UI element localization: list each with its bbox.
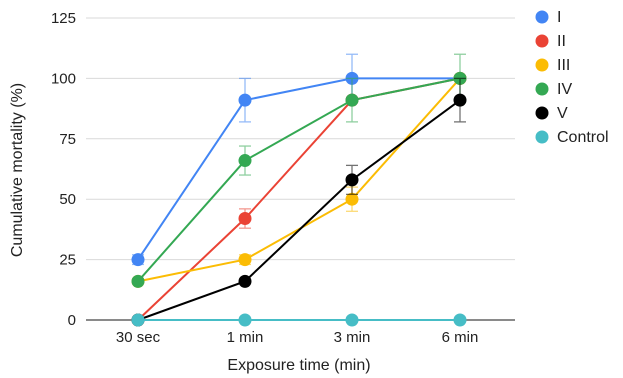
legend-swatch [535, 34, 549, 48]
legend-entry-control: Control [535, 129, 609, 146]
gridlines [86, 17, 515, 261]
data-point [131, 274, 145, 288]
legend-entry-iv: IV [535, 81, 572, 98]
data-point [238, 313, 252, 327]
series-iii [131, 71, 467, 288]
series-v [131, 77, 467, 327]
x-axis-title: Exposure time (min) [227, 357, 370, 374]
y-tick-label: 100 [51, 70, 76, 87]
legend-swatch [535, 106, 549, 120]
data-point [345, 192, 359, 206]
legend-swatch [535, 10, 549, 24]
data-point [238, 212, 252, 226]
y-tick-label: 50 [59, 191, 76, 208]
x-tick-label: 3 min [334, 329, 371, 346]
y-tick-label: 75 [59, 131, 76, 148]
legend-label: Control [557, 129, 609, 146]
series-control [131, 313, 467, 327]
data-point [345, 93, 359, 107]
x-tick-label: 6 min [442, 329, 479, 346]
series [131, 53, 467, 327]
series-line [137, 77, 461, 283]
legend-label: III [557, 57, 570, 74]
y-tick-label: 125 [51, 10, 76, 27]
data-point [131, 253, 145, 267]
x-tick-label: 1 min [227, 329, 264, 346]
legend-swatch [535, 58, 549, 72]
data-point [238, 154, 252, 168]
y-tick-label: 25 [59, 252, 76, 269]
legend-entry-i: I [535, 9, 561, 26]
data-point [238, 253, 252, 267]
series-line [137, 77, 461, 283]
legend-entry-iii: III [535, 57, 570, 74]
legend-label: IV [557, 81, 572, 98]
y-tick-label: 0 [68, 312, 76, 329]
data-point [345, 173, 359, 187]
legend-entry-ii: II [535, 33, 566, 50]
legend-swatch [535, 130, 549, 144]
series-line [137, 99, 461, 321]
data-point [345, 313, 359, 327]
axes: 0 25 50 75 100 125 30 sec 1 min 3 min 6 min [51, 10, 515, 346]
data-point [453, 93, 467, 107]
legend-label: II [557, 33, 566, 50]
data-point [238, 274, 252, 288]
data-point [238, 93, 252, 107]
legend-entry-v: V [535, 105, 568, 122]
y-axis-title: Cumulative mortality (%) [9, 83, 26, 257]
x-tick-label: 30 sec [116, 329, 161, 346]
data-point [131, 313, 145, 327]
legend-swatch [535, 82, 549, 96]
legend-label: I [557, 9, 561, 26]
data-point [453, 313, 467, 327]
series-line [137, 77, 460, 261]
legend-label: V [557, 105, 568, 122]
